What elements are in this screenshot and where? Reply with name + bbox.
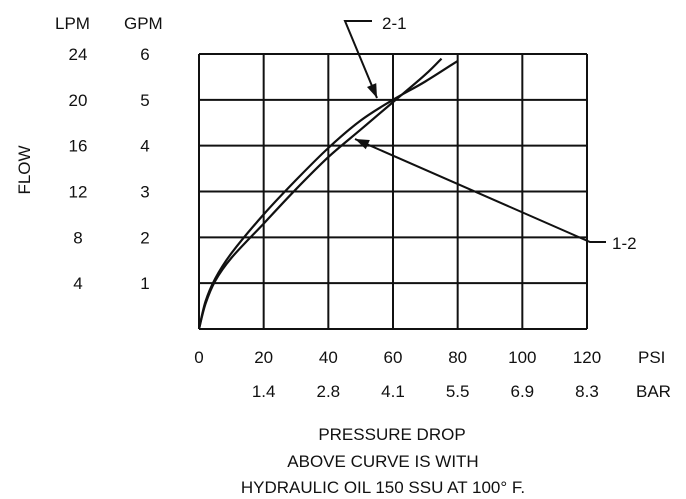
x-unit-psi: PSI [638, 348, 665, 367]
curves [197, 57, 459, 330]
x-tick-psi: 80 [448, 348, 467, 367]
x-tick-psi: 0 [194, 348, 203, 367]
series-label-1-2: 1-2 [612, 234, 637, 253]
leader-arrowhead [355, 139, 370, 150]
y-tick-gpm: 4 [140, 137, 149, 156]
footnote-line1: ABOVE CURVE IS WITH [287, 452, 478, 471]
y-tick-lpm: 16 [69, 137, 88, 156]
y-tick-lpm: 12 [69, 183, 88, 202]
leader-line [343, 20, 378, 99]
y-tick-gpm: 2 [140, 228, 149, 247]
curve-leaders [343, 20, 606, 243]
curve-1-2 [197, 57, 443, 330]
x-tick-psi: 20 [254, 348, 273, 367]
y-tick-lpm: 20 [69, 91, 88, 110]
x-tick-psi: 40 [319, 348, 338, 367]
y-tick-gpm: 3 [140, 183, 149, 202]
x-tick-psi: 60 [384, 348, 403, 367]
y-tick-gpm: 1 [140, 274, 149, 293]
leader-arrowhead [367, 83, 377, 98]
x-tick-psi: 100 [508, 348, 536, 367]
y-tick-gpm: 6 [140, 45, 149, 64]
x-tick-bar: 8.3 [575, 382, 599, 401]
x-tick-psi: 120 [573, 348, 601, 367]
y-tick-lpm: 4 [73, 274, 82, 293]
x-tick-bar: 4.1 [381, 382, 405, 401]
x-tick-bar: 5.5 [446, 382, 470, 401]
y-tick-gpm: 5 [140, 91, 149, 110]
y-axis-label: FLOW [15, 145, 34, 194]
x-tick-bar: 6.9 [511, 382, 535, 401]
y-tick-lpm: 8 [73, 228, 82, 247]
y-unit-gpm: GPM [124, 14, 163, 33]
x-unit-bar: BAR [636, 382, 671, 401]
x-tick-bar: 2.8 [317, 382, 341, 401]
grid [198, 53, 588, 330]
footnote-line2: HYDRAULIC OIL 150 SSU AT 100° F. [241, 478, 525, 497]
y-tick-lpm: 24 [69, 45, 88, 64]
y-unit-lpm: LPM [55, 14, 90, 33]
x-axis-label: PRESSURE DROP [318, 425, 465, 444]
x-tick-bar: 1.4 [252, 382, 276, 401]
series-label-2-1: 2-1 [382, 14, 407, 33]
leader-line [354, 138, 606, 243]
